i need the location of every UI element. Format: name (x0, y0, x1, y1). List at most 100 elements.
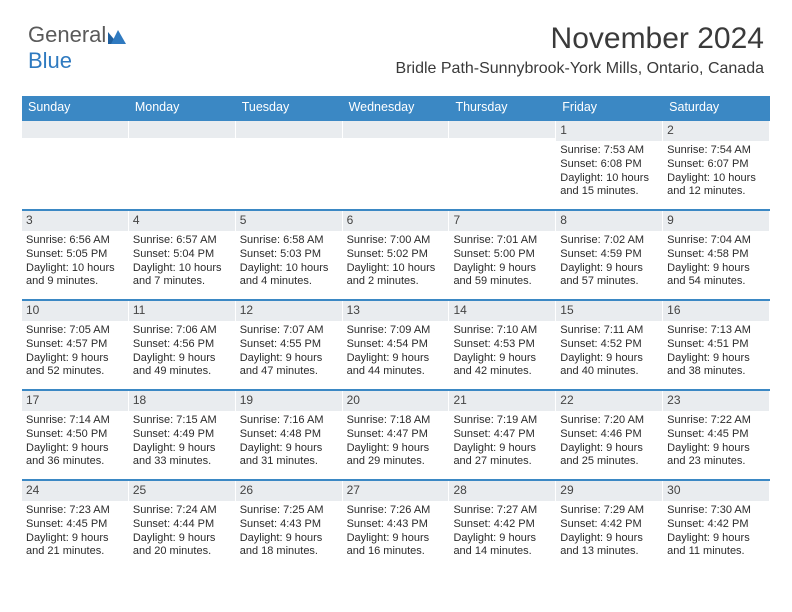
day-body: Sunrise: 7:18 AMSunset: 4:47 PMDaylight:… (343, 411, 449, 473)
sunset-text: Sunset: 4:49 PM (133, 428, 231, 442)
daylight-text: Daylight: 9 hours and 44 minutes. (347, 352, 445, 380)
day-body: Sunrise: 7:02 AMSunset: 4:59 PMDaylight:… (556, 231, 662, 293)
sunset-text: Sunset: 4:50 PM (26, 428, 124, 442)
sunset-text: Sunset: 4:42 PM (560, 518, 658, 532)
day-body: Sunrise: 7:10 AMSunset: 4:53 PMDaylight:… (449, 321, 555, 383)
daylight-text: Daylight: 10 hours and 2 minutes. (347, 262, 445, 290)
daylight-text: Daylight: 9 hours and 33 minutes. (133, 442, 231, 470)
day-number: 14 (449, 301, 555, 321)
logo: General Blue (28, 22, 128, 74)
sunrise-text: Sunrise: 6:56 AM (26, 234, 124, 248)
daylight-text: Daylight: 9 hours and 59 minutes. (453, 262, 551, 290)
day-cell: 29Sunrise: 7:29 AMSunset: 4:42 PMDayligh… (556, 481, 663, 569)
day-number (449, 121, 555, 138)
day-body: Sunrise: 7:25 AMSunset: 4:43 PMDaylight:… (236, 501, 342, 563)
day-cell (129, 121, 236, 209)
sunrise-text: Sunrise: 7:53 AM (560, 144, 658, 158)
day-body: Sunrise: 7:24 AMSunset: 4:44 PMDaylight:… (129, 501, 235, 563)
day-body: Sunrise: 7:11 AMSunset: 4:52 PMDaylight:… (556, 321, 662, 383)
daylight-text: Daylight: 10 hours and 12 minutes. (667, 172, 765, 200)
dow-saturday: Saturday (663, 96, 770, 119)
sunset-text: Sunset: 4:54 PM (347, 338, 445, 352)
day-cell: 24Sunrise: 7:23 AMSunset: 4:45 PMDayligh… (22, 481, 129, 569)
month-title: November 2024 (396, 22, 764, 56)
day-body: Sunrise: 6:57 AMSunset: 5:04 PMDaylight:… (129, 231, 235, 293)
day-body (343, 138, 449, 204)
sunset-text: Sunset: 4:59 PM (560, 248, 658, 262)
daylight-text: Daylight: 9 hours and 47 minutes. (240, 352, 338, 380)
day-cell: 28Sunrise: 7:27 AMSunset: 4:42 PMDayligh… (449, 481, 556, 569)
sunset-text: Sunset: 4:46 PM (560, 428, 658, 442)
daylight-text: Daylight: 9 hours and 27 minutes. (453, 442, 551, 470)
day-cell: 18Sunrise: 7:15 AMSunset: 4:49 PMDayligh… (129, 391, 236, 479)
day-cell: 13Sunrise: 7:09 AMSunset: 4:54 PMDayligh… (343, 301, 450, 389)
calendar-week: 1Sunrise: 7:53 AMSunset: 6:08 PMDaylight… (22, 119, 770, 209)
sunrise-text: Sunrise: 7:20 AM (560, 414, 658, 428)
day-cell: 1Sunrise: 7:53 AMSunset: 6:08 PMDaylight… (556, 121, 663, 209)
day-number: 7 (449, 211, 555, 231)
sunset-text: Sunset: 5:03 PM (240, 248, 338, 262)
daylight-text: Daylight: 9 hours and 52 minutes. (26, 352, 124, 380)
dow-wednesday: Wednesday (343, 96, 450, 119)
sunset-text: Sunset: 4:58 PM (667, 248, 765, 262)
day-number: 13 (343, 301, 449, 321)
dow-tuesday: Tuesday (236, 96, 343, 119)
daylight-text: Daylight: 9 hours and 57 minutes. (560, 262, 658, 290)
sunrise-text: Sunrise: 7:24 AM (133, 504, 231, 518)
day-number: 20 (343, 391, 449, 411)
day-number: 24 (22, 481, 128, 501)
day-body (22, 138, 128, 204)
sunset-text: Sunset: 4:47 PM (453, 428, 551, 442)
sunrise-text: Sunrise: 7:19 AM (453, 414, 551, 428)
sunset-text: Sunset: 4:51 PM (667, 338, 765, 352)
sunrise-text: Sunrise: 7:27 AM (453, 504, 551, 518)
day-body: Sunrise: 7:19 AMSunset: 4:47 PMDaylight:… (449, 411, 555, 473)
sunset-text: Sunset: 5:00 PM (453, 248, 551, 262)
dow-friday: Friday (556, 96, 663, 119)
day-cell: 8Sunrise: 7:02 AMSunset: 4:59 PMDaylight… (556, 211, 663, 299)
day-number: 15 (556, 301, 662, 321)
daylight-text: Daylight: 10 hours and 4 minutes. (240, 262, 338, 290)
day-body: Sunrise: 7:26 AMSunset: 4:43 PMDaylight:… (343, 501, 449, 563)
day-cell (343, 121, 450, 209)
dow-sunday: Sunday (22, 96, 129, 119)
daylight-text: Daylight: 9 hours and 38 minutes. (667, 352, 765, 380)
sunrise-text: Sunrise: 7:22 AM (667, 414, 765, 428)
sunrise-text: Sunrise: 7:01 AM (453, 234, 551, 248)
day-number: 9 (663, 211, 769, 231)
day-number: 27 (343, 481, 449, 501)
sunrise-text: Sunrise: 7:30 AM (667, 504, 765, 518)
day-body: Sunrise: 7:05 AMSunset: 4:57 PMDaylight:… (22, 321, 128, 383)
logo-text-1: General (28, 22, 106, 47)
day-number (22, 121, 128, 138)
day-body: Sunrise: 7:01 AMSunset: 5:00 PMDaylight:… (449, 231, 555, 293)
sunrise-text: Sunrise: 7:14 AM (26, 414, 124, 428)
day-cell (22, 121, 129, 209)
day-cell: 20Sunrise: 7:18 AMSunset: 4:47 PMDayligh… (343, 391, 450, 479)
day-number: 12 (236, 301, 342, 321)
day-body: Sunrise: 7:00 AMSunset: 5:02 PMDaylight:… (343, 231, 449, 293)
sunrise-text: Sunrise: 7:00 AM (347, 234, 445, 248)
day-cell: 16Sunrise: 7:13 AMSunset: 4:51 PMDayligh… (663, 301, 770, 389)
day-number: 5 (236, 211, 342, 231)
logo-mark-icon (108, 28, 128, 44)
dow-thursday: Thursday (449, 96, 556, 119)
day-cell: 19Sunrise: 7:16 AMSunset: 4:48 PMDayligh… (236, 391, 343, 479)
sunrise-text: Sunrise: 7:10 AM (453, 324, 551, 338)
logo-text-2: Blue (28, 48, 72, 73)
header-block: November 2024 Bridle Path-Sunnybrook-Yor… (396, 22, 764, 78)
daylight-text: Daylight: 9 hours and 16 minutes. (347, 532, 445, 560)
daylight-text: Daylight: 10 hours and 9 minutes. (26, 262, 124, 290)
sunrise-text: Sunrise: 7:16 AM (240, 414, 338, 428)
sunset-text: Sunset: 4:45 PM (26, 518, 124, 532)
day-number: 6 (343, 211, 449, 231)
day-cell: 4Sunrise: 6:57 AMSunset: 5:04 PMDaylight… (129, 211, 236, 299)
day-body: Sunrise: 7:09 AMSunset: 4:54 PMDaylight:… (343, 321, 449, 383)
day-cell: 7Sunrise: 7:01 AMSunset: 5:00 PMDaylight… (449, 211, 556, 299)
sunrise-text: Sunrise: 7:05 AM (26, 324, 124, 338)
day-cell: 26Sunrise: 7:25 AMSunset: 4:43 PMDayligh… (236, 481, 343, 569)
sunrise-text: Sunrise: 7:23 AM (26, 504, 124, 518)
day-cell: 6Sunrise: 7:00 AMSunset: 5:02 PMDaylight… (343, 211, 450, 299)
day-number: 25 (129, 481, 235, 501)
day-number: 26 (236, 481, 342, 501)
